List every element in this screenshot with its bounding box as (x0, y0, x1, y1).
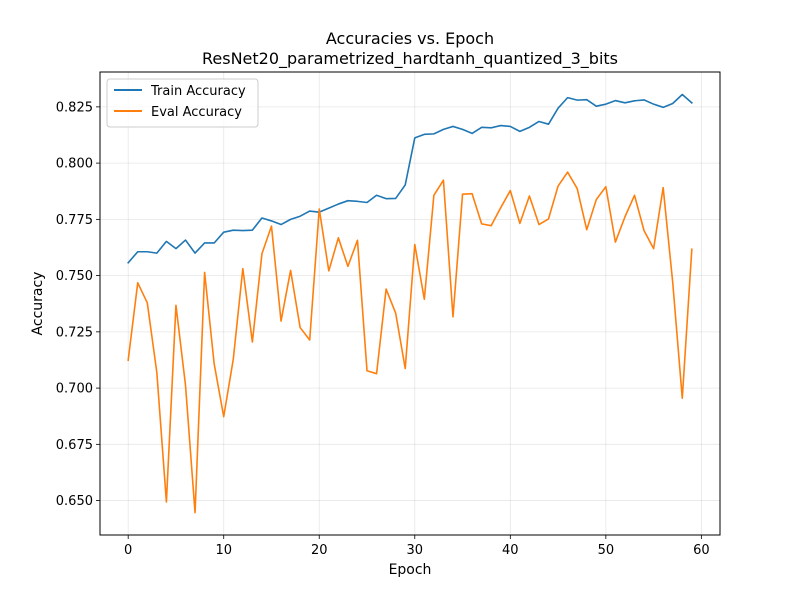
y-axis-label: Accuracy (30, 272, 46, 336)
x-tick-label: 30 (407, 543, 424, 558)
chart-title: Accuracies vs. Epoch (326, 29, 494, 48)
y-tick-label: 0.650 (56, 494, 93, 509)
series-lines (127, 93, 693, 514)
x-tick-label: 20 (311, 543, 328, 558)
x-tick-label: 0 (124, 543, 132, 558)
y-tick-label: 0.750 (56, 269, 93, 284)
x-tick-label: 50 (598, 543, 615, 558)
x-tick-label: 40 (502, 543, 519, 558)
legend-label-train: Train Accuracy (150, 84, 246, 99)
eval-accuracy-line (127, 171, 693, 514)
axis-ticks: 0 10 20 30 40 50 60 0.650 0.675 0.700 0.725 0.750 0.… (56, 100, 710, 558)
chart-subtitle: ResNet20_parametrized_hardtanh_quantized… (202, 49, 618, 69)
x-axis-label: Epoch (389, 562, 432, 578)
y-tick-label: 0.825 (56, 100, 93, 115)
x-tick-label: 10 (215, 543, 232, 558)
y-tick-label: 0.775 (56, 213, 93, 228)
legend: Train Accuracy Eval Accuracy (106, 78, 259, 128)
train-accuracy-line (127, 93, 693, 264)
y-tick-label: 0.675 (56, 438, 93, 453)
x-tick-label: 60 (693, 543, 710, 558)
plot-frame (99, 71, 721, 536)
y-tick-label: 0.725 (56, 325, 93, 340)
legend-label-eval: Eval Accuracy (151, 105, 242, 120)
y-tick-label: 0.800 (56, 157, 93, 172)
legend-box (106, 78, 259, 128)
y-tick-label: 0.700 (56, 382, 93, 397)
